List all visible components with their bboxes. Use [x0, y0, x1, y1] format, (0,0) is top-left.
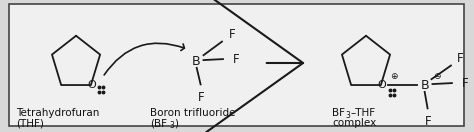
Text: O: O [88, 80, 96, 90]
Text: F: F [228, 28, 235, 41]
Text: Tetrahydrofuran: Tetrahydrofuran [16, 108, 99, 118]
Text: BF: BF [332, 108, 345, 118]
Text: (THF): (THF) [16, 118, 44, 128]
Text: B: B [191, 55, 200, 68]
Text: Boron trifluoride: Boron trifluoride [150, 108, 236, 118]
Text: ): ) [174, 118, 178, 128]
Text: (BF: (BF [150, 118, 167, 128]
Text: complex: complex [332, 118, 376, 128]
Text: B: B [420, 79, 429, 91]
Text: F: F [233, 53, 240, 66]
Text: –THF: –THF [350, 108, 375, 118]
Text: F: F [198, 91, 205, 103]
FancyBboxPatch shape [9, 4, 465, 126]
Text: F: F [425, 115, 432, 128]
Text: F: F [462, 77, 469, 90]
Text: ⊖: ⊖ [434, 72, 441, 81]
Text: F: F [457, 52, 464, 65]
Text: 3: 3 [170, 121, 174, 130]
Text: O: O [377, 80, 386, 90]
Text: 3: 3 [346, 111, 350, 120]
Text: ⊕: ⊕ [390, 72, 397, 81]
